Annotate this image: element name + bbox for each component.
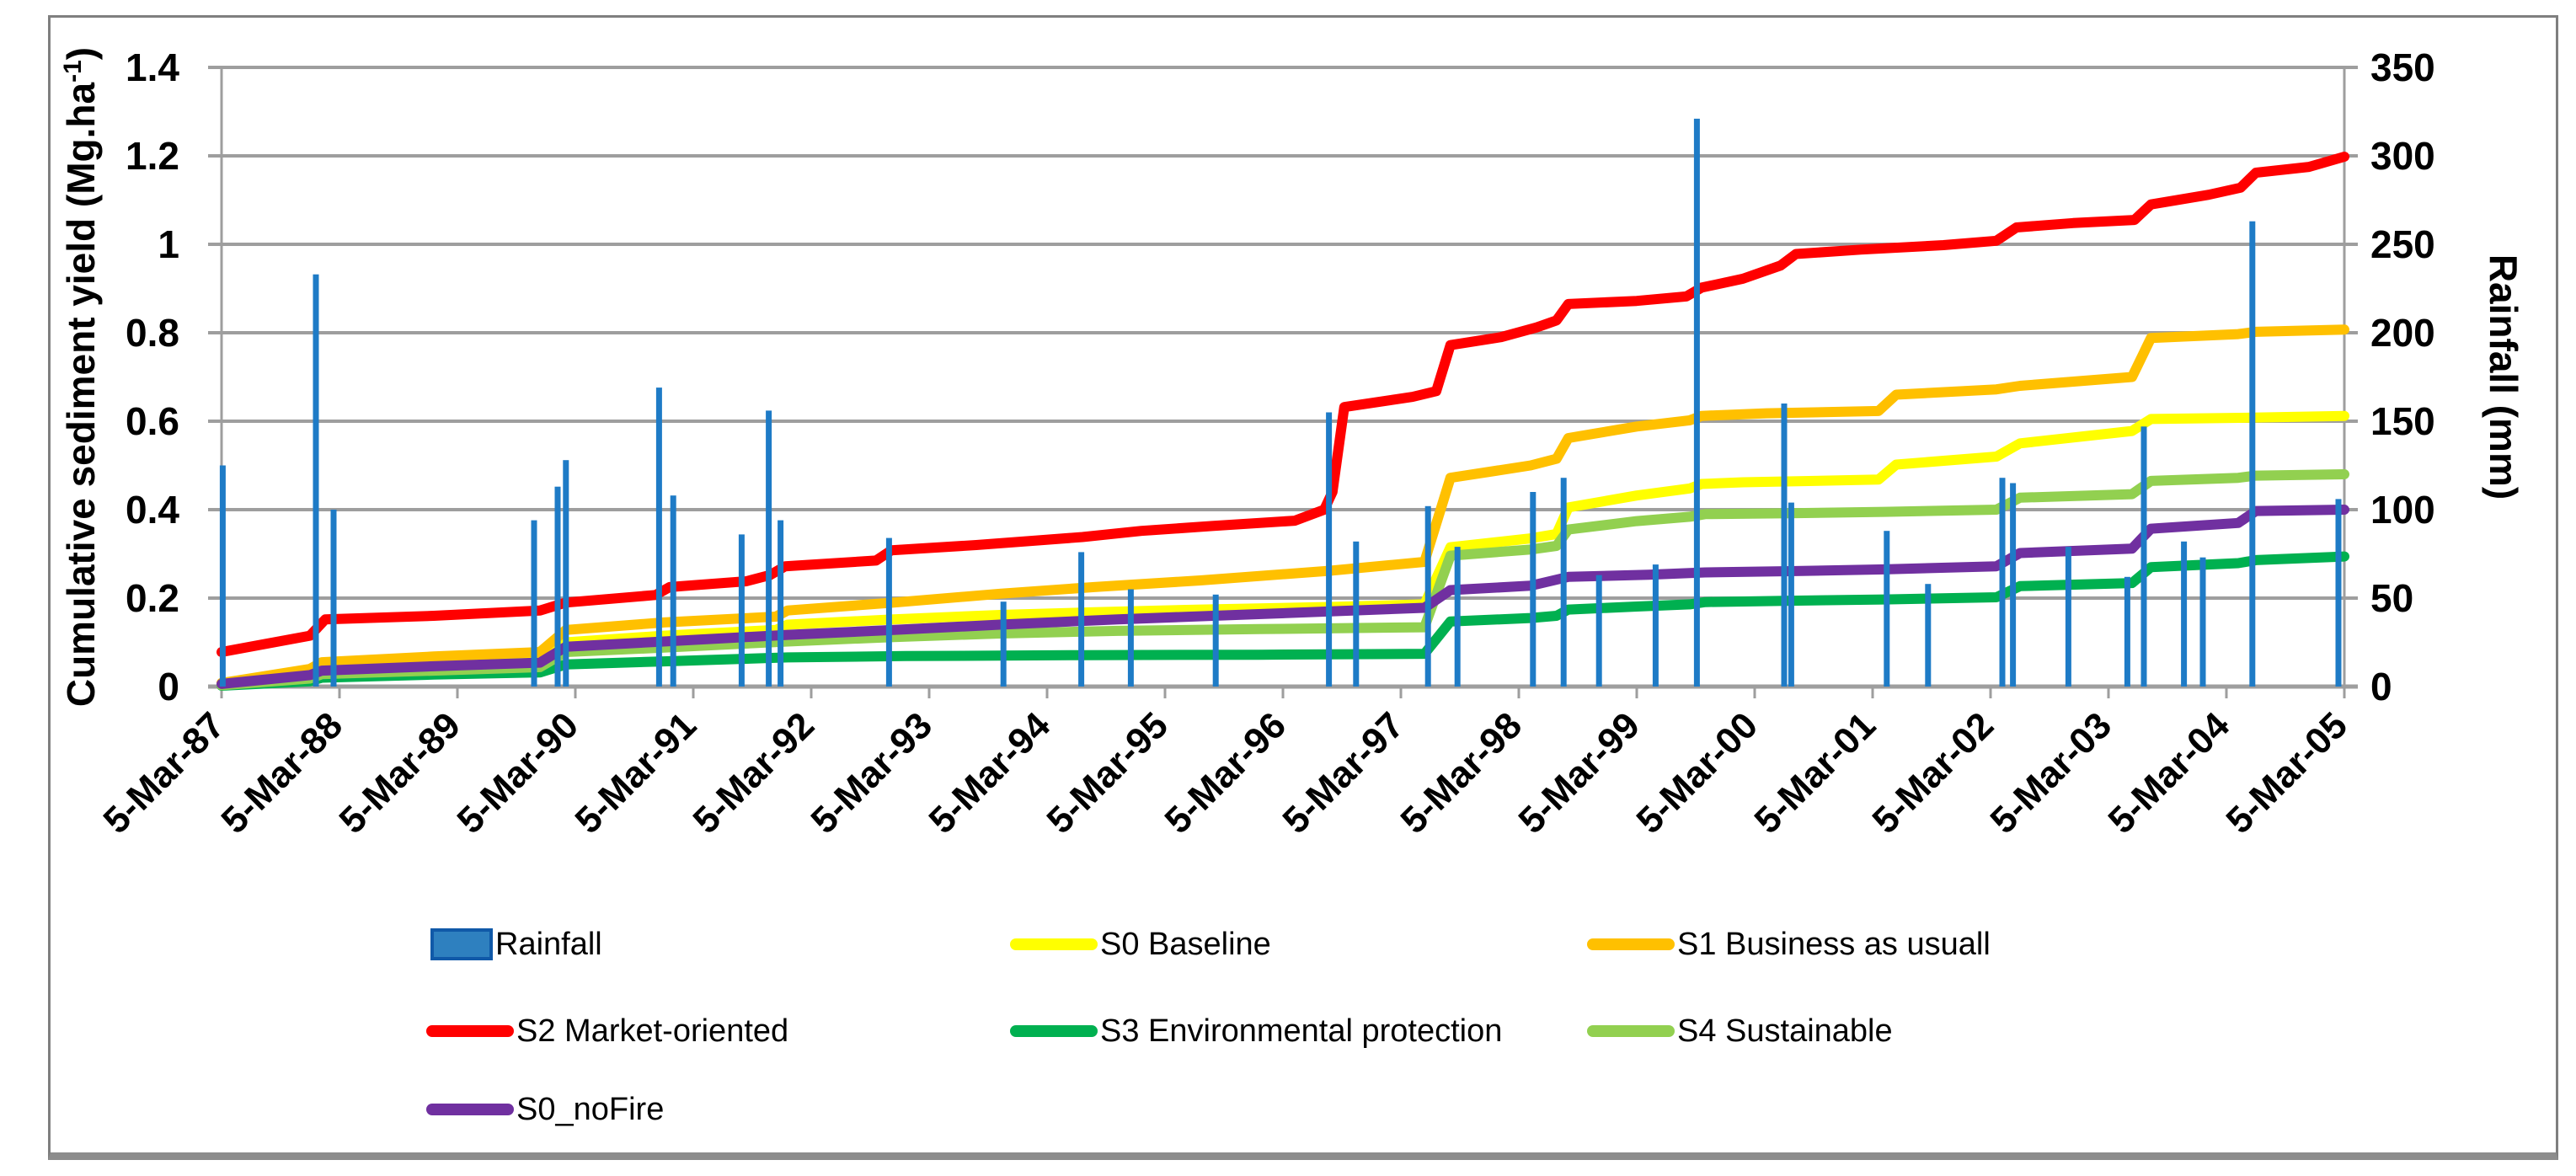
s0-baseline-swatch	[1010, 938, 1098, 950]
legend-label: S1 Business as usuall	[1677, 927, 1991, 962]
s4-sustainable-swatch	[1587, 1025, 1675, 1037]
legend-item-s4-sustainable: S4 Sustainable	[1587, 1013, 1893, 1050]
s2-market-swatch	[426, 1025, 514, 1037]
svg-text:Rainfall (mm): Rainfall (mm)	[2482, 254, 2525, 500]
legend-item-s3-environmental: S3 Environmental protection	[1010, 1013, 1502, 1050]
legend-label: S0 Baseline	[1100, 927, 1271, 962]
svg-text:5-Mar-93: 5-Mar-93	[803, 704, 940, 842]
svg-text:5-Mar-90: 5-Mar-90	[449, 704, 586, 842]
svg-text:5-Mar-95: 5-Mar-95	[1039, 704, 1176, 842]
svg-text:350: 350	[2370, 45, 2435, 89]
svg-text:0.4: 0.4	[126, 488, 179, 532]
svg-text:5-Mar-97: 5-Mar-97	[1275, 704, 1412, 842]
s3-environmental-swatch	[1010, 1025, 1098, 1037]
legend-item-s0-baseline: S0 Baseline	[1010, 926, 1271, 963]
svg-text:300: 300	[2370, 134, 2435, 178]
legend-item-rainfall: Rainfall	[430, 926, 602, 963]
svg-text:5-Mar-02: 5-Mar-02	[1864, 704, 2001, 842]
legend-label: S4 Sustainable	[1677, 1013, 1893, 1049]
legend-label: S2 Market-oriented	[516, 1013, 789, 1049]
svg-text:5-Mar-87: 5-Mar-87	[95, 704, 232, 842]
svg-text:1: 1	[158, 222, 179, 266]
legend-label: S0_noFire	[516, 1092, 665, 1127]
svg-text:0: 0	[2370, 665, 2392, 708]
svg-text:5-Mar-00: 5-Mar-00	[1628, 704, 1766, 842]
s1-business-swatch	[1587, 938, 1675, 950]
svg-text:200: 200	[2370, 311, 2435, 355]
chart-figure: 0 0.2 0.4 0.6 0.8 1 1.2 1.4 0 50 100 150 200 250 300 35…	[48, 15, 2558, 1160]
svg-text:1.4: 1.4	[126, 45, 179, 89]
svg-text:Cumulative sediment yield (Mg.: Cumulative sediment yield (Mg.ha-1)	[59, 47, 103, 707]
svg-text:1.2: 1.2	[126, 134, 179, 178]
s0-nofire-swatch	[426, 1104, 514, 1115]
legend-item-s2-market: S2 Market-oriented	[426, 1013, 788, 1050]
svg-text:5-Mar-94: 5-Mar-94	[921, 704, 1058, 842]
svg-text:100: 100	[2370, 488, 2435, 532]
legend-label: Rainfall	[495, 927, 602, 962]
svg-text:5-Mar-01: 5-Mar-01	[1746, 704, 1884, 842]
rainfall-swatch	[430, 928, 493, 960]
svg-text:150: 150	[2370, 399, 2435, 443]
svg-text:0.8: 0.8	[126, 311, 179, 355]
svg-text:5-Mar-05: 5-Mar-05	[2218, 704, 2355, 842]
svg-text:5-Mar-88: 5-Mar-88	[213, 704, 350, 842]
svg-text:5-Mar-04: 5-Mar-04	[2100, 704, 2237, 842]
svg-text:0.2: 0.2	[126, 576, 179, 620]
svg-text:5-Mar-91: 5-Mar-91	[567, 704, 704, 842]
svg-text:5-Mar-96: 5-Mar-96	[1157, 704, 1294, 842]
svg-text:0.6: 0.6	[126, 399, 179, 443]
svg-text:5-Mar-92: 5-Mar-92	[685, 704, 822, 842]
svg-text:0: 0	[158, 665, 179, 708]
svg-text:50: 50	[2370, 576, 2413, 620]
svg-text:5-Mar-99: 5-Mar-99	[1510, 704, 1648, 842]
legend-label: S3 Environmental protection	[1100, 1013, 1503, 1049]
svg-text:5-Mar-98: 5-Mar-98	[1392, 704, 1530, 842]
svg-text:5-Mar-03: 5-Mar-03	[1982, 704, 2119, 842]
legend-item-s1-business: S1 Business as usuall	[1587, 926, 1991, 963]
svg-text:250: 250	[2370, 222, 2435, 266]
legend-item-s0-nofire: S0_noFire	[426, 1091, 664, 1128]
svg-text:5-Mar-89: 5-Mar-89	[331, 704, 468, 842]
